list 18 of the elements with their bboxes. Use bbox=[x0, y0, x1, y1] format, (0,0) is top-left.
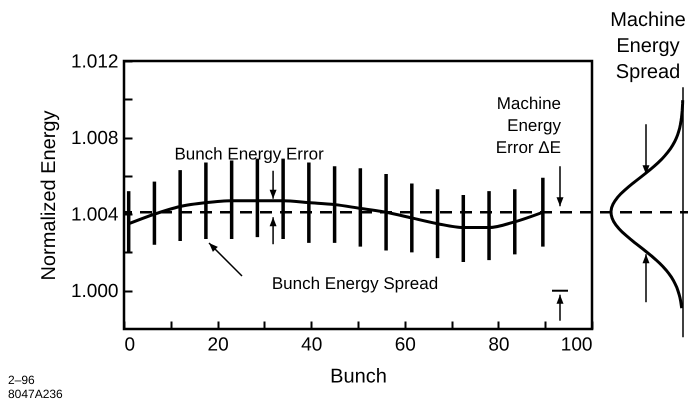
text: 2–96 bbox=[8, 373, 36, 387]
x-tick-label: 40 bbox=[301, 334, 322, 356]
x-tick-label: 60 bbox=[394, 334, 416, 356]
text: 8047A236 bbox=[8, 387, 64, 401]
y-tick-label: 1.008 bbox=[70, 128, 118, 150]
annotation: Bunch Energy Error bbox=[174, 144, 324, 164]
y-tick-label: 1.000 bbox=[70, 281, 118, 302]
y-axis-title: Normalized Energy bbox=[38, 110, 60, 281]
annotation: Bunch Energy Spread bbox=[272, 274, 438, 293]
y-tick-label: 1.012 bbox=[70, 52, 118, 72]
x-tick-label: 0 bbox=[124, 334, 136, 356]
annotation: Machine Energy Error ΔE bbox=[496, 94, 562, 158]
text: Machine Energy Spread bbox=[610, 9, 686, 83]
x-tick-label: 80 bbox=[488, 334, 510, 356]
y-tick-label: 1.004 bbox=[70, 204, 119, 226]
x-tick-label: 20 bbox=[208, 334, 229, 356]
x-tick-label: 100 bbox=[560, 334, 592, 356]
x-axis-title: Bunch bbox=[330, 366, 387, 388]
